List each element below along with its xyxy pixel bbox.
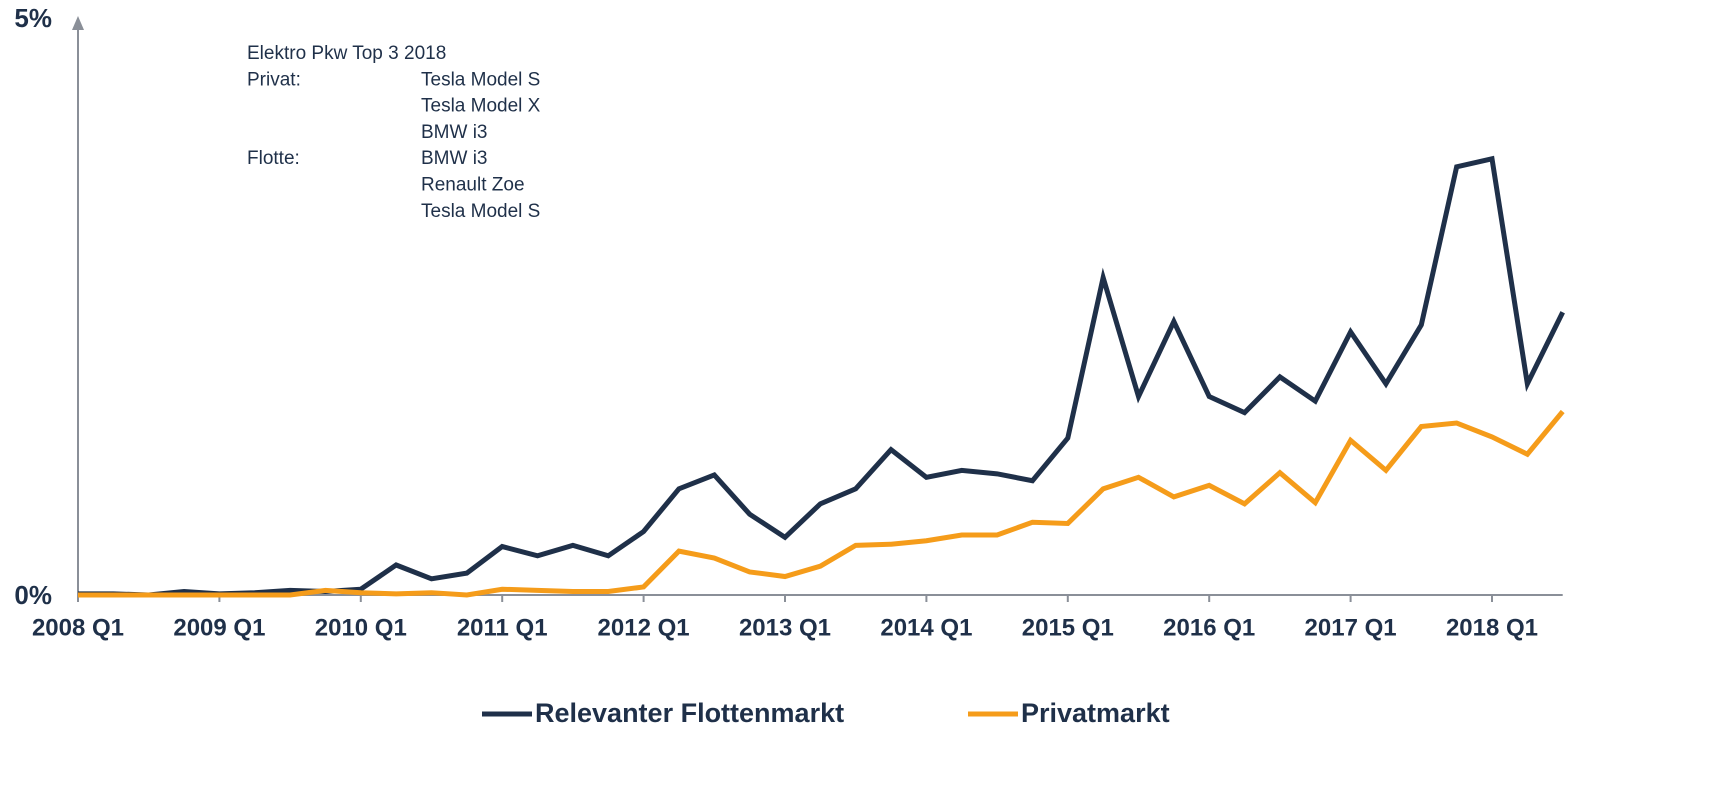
- x-tick-label: 2017 Q1: [1305, 614, 1397, 641]
- series-line: [78, 155, 1565, 598]
- series-line: [78, 409, 1565, 598]
- annotation-item: BMW i3: [421, 148, 488, 169]
- annotation-item: Tesla Model X: [421, 96, 541, 117]
- x-tick-label: 2013 Q1: [739, 614, 831, 641]
- x-tick-label: 2018 Q1: [1446, 614, 1538, 641]
- annotation-item: Tesla Model S: [421, 201, 540, 222]
- x-tick-label: 2008 Q1: [32, 614, 124, 641]
- legend-label: Privatmarkt: [1021, 698, 1170, 728]
- annotation-title: Elektro Pkw Top 3 2018: [247, 43, 446, 64]
- legend-label: Relevanter Flottenmarkt: [535, 698, 844, 728]
- annotation-item: Tesla Model S: [421, 69, 540, 90]
- x-tick-label: 2009 Q1: [173, 614, 265, 641]
- annotation-label: Flotte:: [247, 148, 300, 169]
- y-tick-label: 0%: [14, 580, 52, 610]
- x-tick-label: 2016 Q1: [1163, 614, 1255, 641]
- x-tick-label: 2014 Q1: [880, 614, 972, 641]
- y-tick-label: 5%: [14, 3, 52, 33]
- annotation-label: Privat:: [247, 69, 301, 90]
- annotation-item: Renault Zoe: [421, 175, 525, 196]
- y-axis-arrow: [72, 16, 84, 30]
- x-tick-label: 2015 Q1: [1022, 614, 1114, 641]
- x-tick-label: 2010 Q1: [315, 614, 407, 641]
- annotation-item: BMW i3: [421, 122, 488, 143]
- x-tick-label: 2012 Q1: [598, 614, 690, 641]
- x-tick-label: 2011 Q1: [457, 614, 548, 641]
